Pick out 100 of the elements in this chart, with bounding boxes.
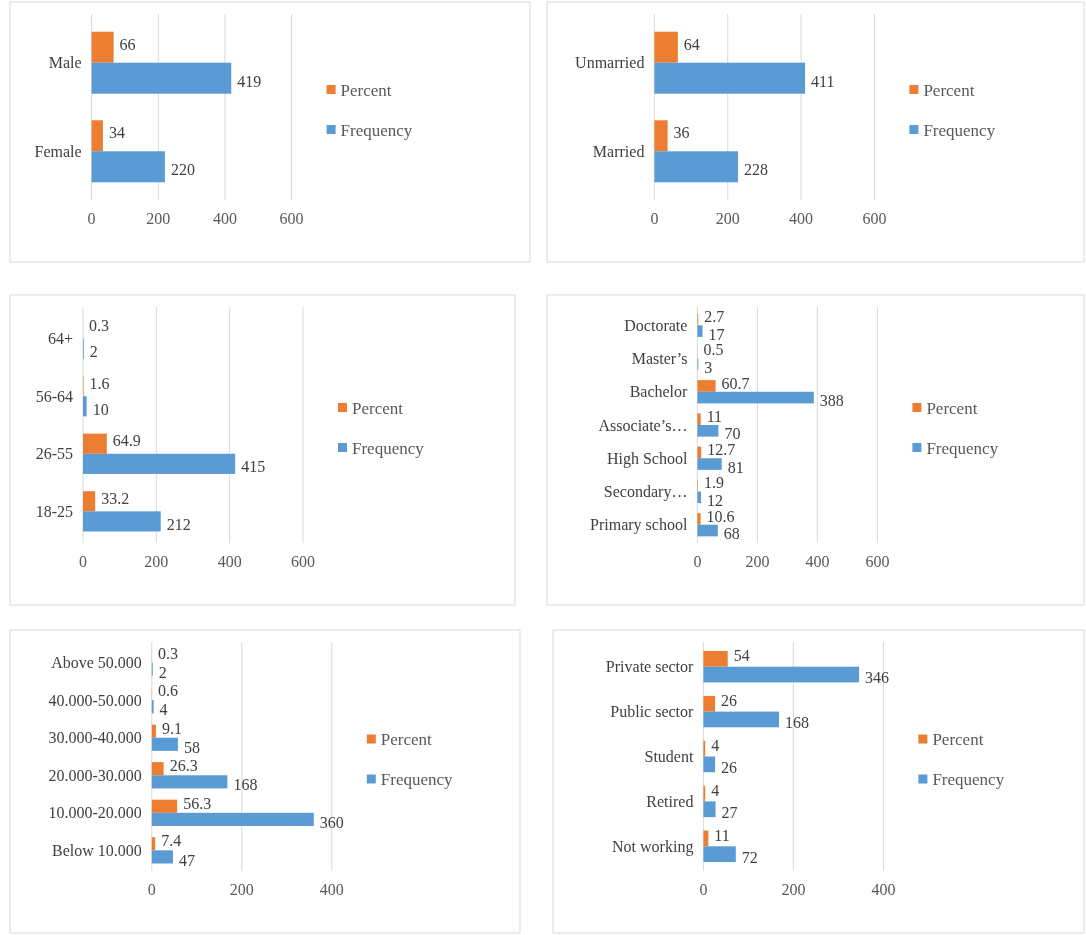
x-tick-label: 400 [217,553,242,570]
data-label: 12 [707,491,723,509]
x-tick-label: 600 [291,553,315,570]
data-label: 12.7 [707,441,736,459]
y-tick-label: Female [34,142,82,160]
data-label: 26 [721,758,738,776]
y-tick-label: Primary school [590,516,688,535]
bar [697,391,814,404]
data-label: 228 [744,161,768,179]
data-label: 33.2 [101,489,130,507]
data-label: 168 [233,776,258,794]
data-label: 34 [108,124,125,142]
bar [151,850,173,864]
bar [703,650,728,667]
x-tick-label: 600 [865,553,890,570]
bar [151,724,156,738]
bar [83,433,107,454]
bar [151,775,228,789]
bar [654,31,678,63]
data-label: 2 [158,663,167,681]
y-tick-label: 64+ [47,330,73,348]
data-label: 70 [724,425,741,443]
y-tick-label: 20.000-30.000 [48,766,142,784]
x-tick-label: 0 [650,210,659,227]
data-label: 4 [711,782,720,800]
data-label: 56.3 [183,794,212,812]
bar [83,511,161,532]
data-label: 168 [785,714,809,732]
y-tick-label: 30.000-40.000 [48,729,142,747]
bar [83,396,87,417]
data-label: 47 [178,851,195,869]
data-label: 0.6 [158,682,179,700]
data-label: 415 [241,458,266,476]
legend-label: Percent [352,398,404,418]
data-label: 388 [819,392,844,410]
data-label: 4 [711,737,720,755]
y-tick-label: Below 10.000 [52,841,142,859]
bar [697,425,719,437]
y-tick-label: 26-55 [35,445,73,463]
bar [703,830,709,847]
y-tick-label: Male [48,54,82,72]
data-label: 26 [721,692,738,710]
data-label: 17 [708,325,725,343]
data-label: 10.6 [706,507,735,525]
x-tick-label: 600 [279,210,304,227]
data-label: 68 [723,525,740,543]
x-tick-label: 400 [319,881,344,898]
data-label: 4 [159,701,168,719]
data-label: 0.3 [157,644,178,662]
y-tick-label: Above 50.000 [51,654,142,672]
x-tick-label: 400 [805,553,830,570]
bar [697,513,701,525]
bar [703,666,860,683]
bar [654,62,806,94]
data-label: 58 [183,738,200,756]
bar [91,62,232,94]
x-tick-label: 200 [745,553,770,570]
bar [697,446,702,459]
y-tick-label: Not working [612,837,694,856]
y-tick-label: Unmarried [575,54,645,72]
bar [703,846,736,863]
x-tick-label: 200 [146,210,171,227]
data-label: 0.5 [703,341,724,359]
data-label: 9.1 [161,719,182,737]
x-tick-label: 200 [144,553,169,570]
x-tick-label: 0 [79,553,87,570]
data-label: 1.9 [703,474,724,492]
x-tick-label: 0 [699,881,708,898]
bar [91,151,165,183]
bar [91,120,103,152]
bar [654,151,738,183]
legend-label: Frequency [380,770,454,790]
y-tick-label: Student [644,748,694,766]
bar [697,458,722,470]
data-label: 54 [733,647,750,665]
bar [151,737,178,751]
data-label: 212 [166,516,191,534]
bar [151,812,314,826]
bar [697,413,701,425]
y-tick-label: Master’s [631,350,688,368]
x-tick-label: 200 [229,881,254,898]
y-tick-label: Public sector [610,703,695,721]
data-label: 27 [721,803,738,821]
data-label: 66 [119,35,136,53]
x-tick-label: 200 [715,210,740,227]
legend-label: Percent [380,730,433,750]
legend-label: Frequency [926,438,999,458]
y-tick-label: 18-25 [35,502,73,520]
y-tick-label: Married [592,142,645,160]
legend-label: Frequency [923,120,996,140]
bar [697,380,716,392]
data-label: 72 [741,848,758,866]
bar [654,120,668,152]
x-tick-label: 400 [871,881,896,898]
bar [703,711,779,728]
data-label: 64 [683,35,700,53]
data-label: 1.6 [89,374,110,392]
legend-label: Percent [340,80,392,100]
bar [703,756,716,773]
data-label: 64.9 [112,432,141,450]
